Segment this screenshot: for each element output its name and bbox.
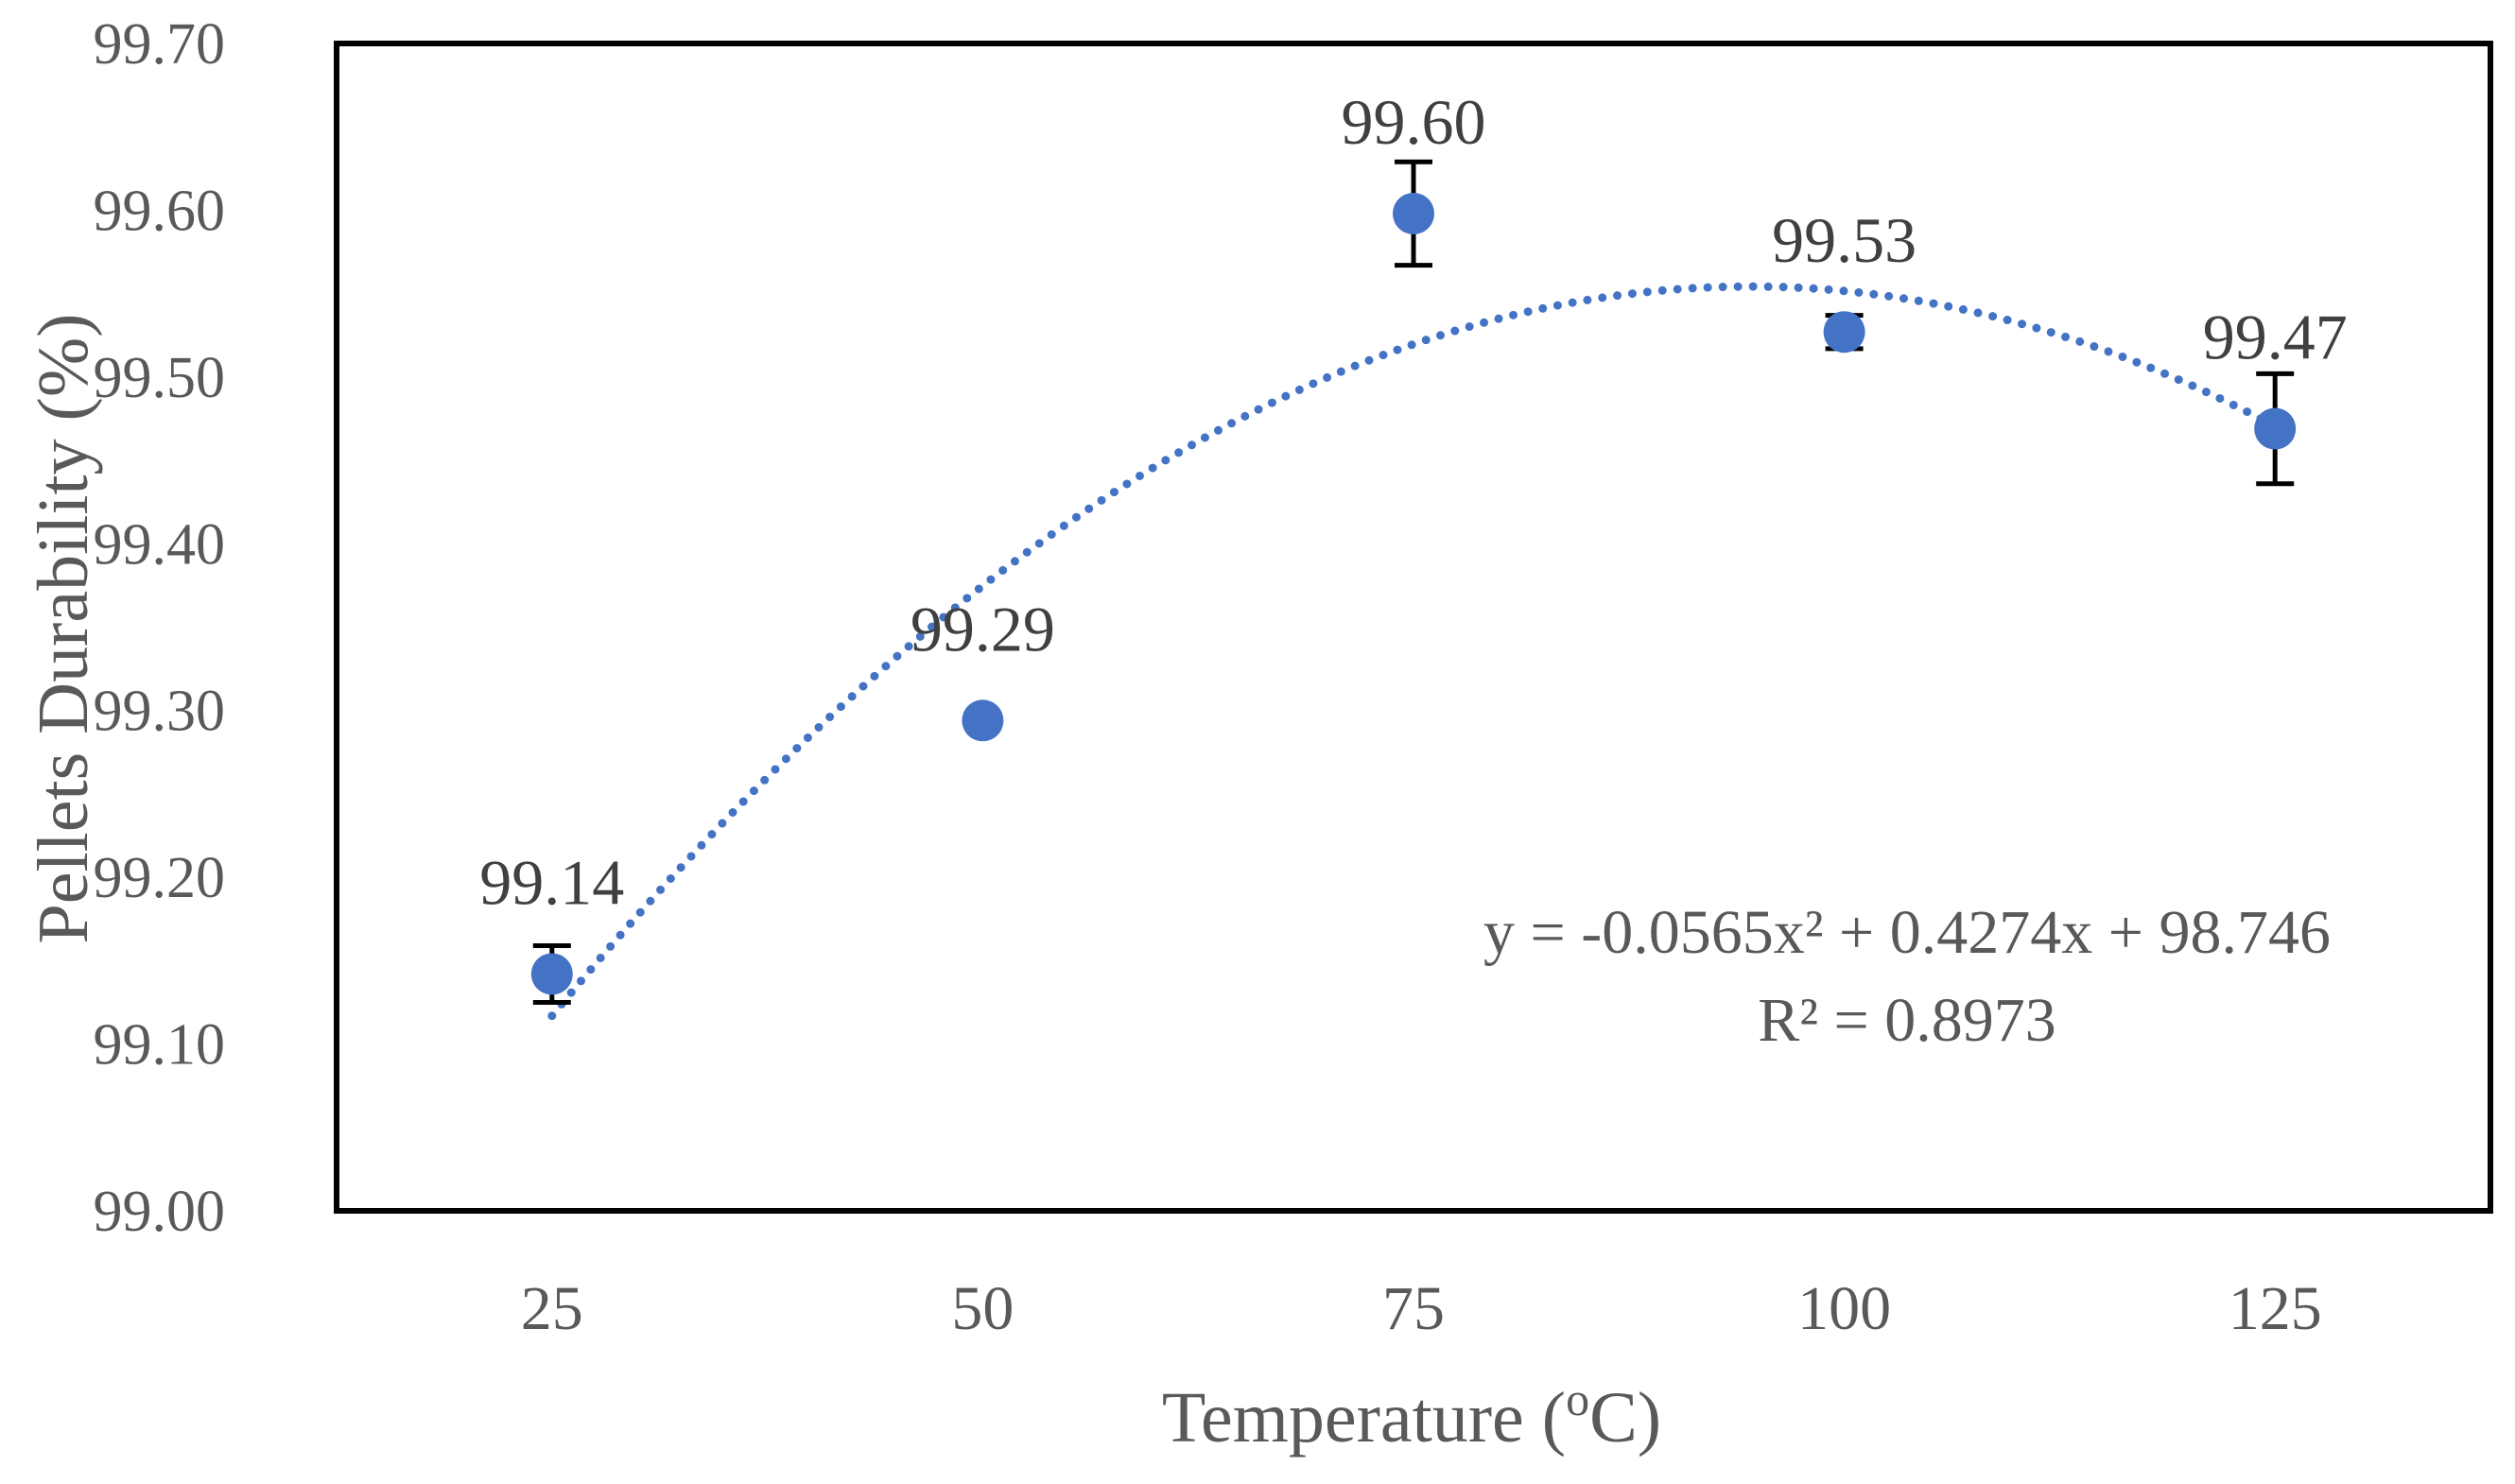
data-point — [962, 699, 1004, 742]
y-tick-label: 99.60 — [94, 179, 226, 243]
trendline — [547, 282, 2280, 1021]
data-label: 99.47 — [2203, 302, 2348, 373]
error-bars — [532, 159, 2295, 1005]
y-tick-label: 99.70 — [94, 12, 226, 77]
x-tick-label: 100 — [1797, 1274, 1891, 1343]
x-tick-label: 75 — [1382, 1274, 1445, 1343]
data-label: 99.14 — [479, 846, 624, 918]
y-tick-label: 99.30 — [94, 680, 226, 744]
data-label: 99.60 — [1342, 86, 1486, 158]
y-tick-label: 99.20 — [94, 846, 226, 910]
trendline-r-squared: R² = 0.8973 — [1758, 986, 2056, 1055]
data-point — [530, 953, 573, 995]
data-point — [1393, 192, 1434, 234]
x-tick-label: 25 — [521, 1274, 583, 1343]
data-labels: 99.14 99.29 99.60 99.53 99.47 — [479, 86, 2347, 919]
x-axis-title-text: Temperature ( — [1162, 1378, 1566, 1458]
y-axis-title: Pellets Durability (%) — [24, 314, 103, 944]
x-axis-title: Temperature (oC) — [1162, 1372, 1661, 1458]
data-label: 99.29 — [911, 593, 1055, 664]
y-tick-label: 99.10 — [94, 1013, 226, 1078]
y-axis-tick-labels: 99.00 99.10 99.20 99.30 99.40 99.50 99.60 99.70 — [94, 12, 226, 1244]
y-tick-label: 99.50 — [94, 346, 226, 410]
x-tick-label: 125 — [2229, 1274, 2322, 1343]
y-tick-label: 99.00 — [94, 1180, 226, 1244]
y-tick-label: 99.40 — [94, 512, 226, 577]
data-point — [2254, 407, 2297, 450]
x-tick-label: 50 — [951, 1274, 1014, 1343]
plot-area-frame — [334, 41, 2493, 1214]
x-axis-title-superscript: o — [1566, 1372, 1589, 1425]
data-label: 99.53 — [1772, 204, 1917, 276]
x-axis-tick-labels: 25 50 75 100 125 — [521, 1274, 2322, 1343]
data-point — [1823, 311, 1865, 354]
trendline-equation: y = -0.0565x² + 0.4274x + 98.746 — [1483, 898, 2331, 967]
x-axis-title-unit: C) — [1589, 1378, 1661, 1458]
data-points — [530, 192, 2297, 995]
